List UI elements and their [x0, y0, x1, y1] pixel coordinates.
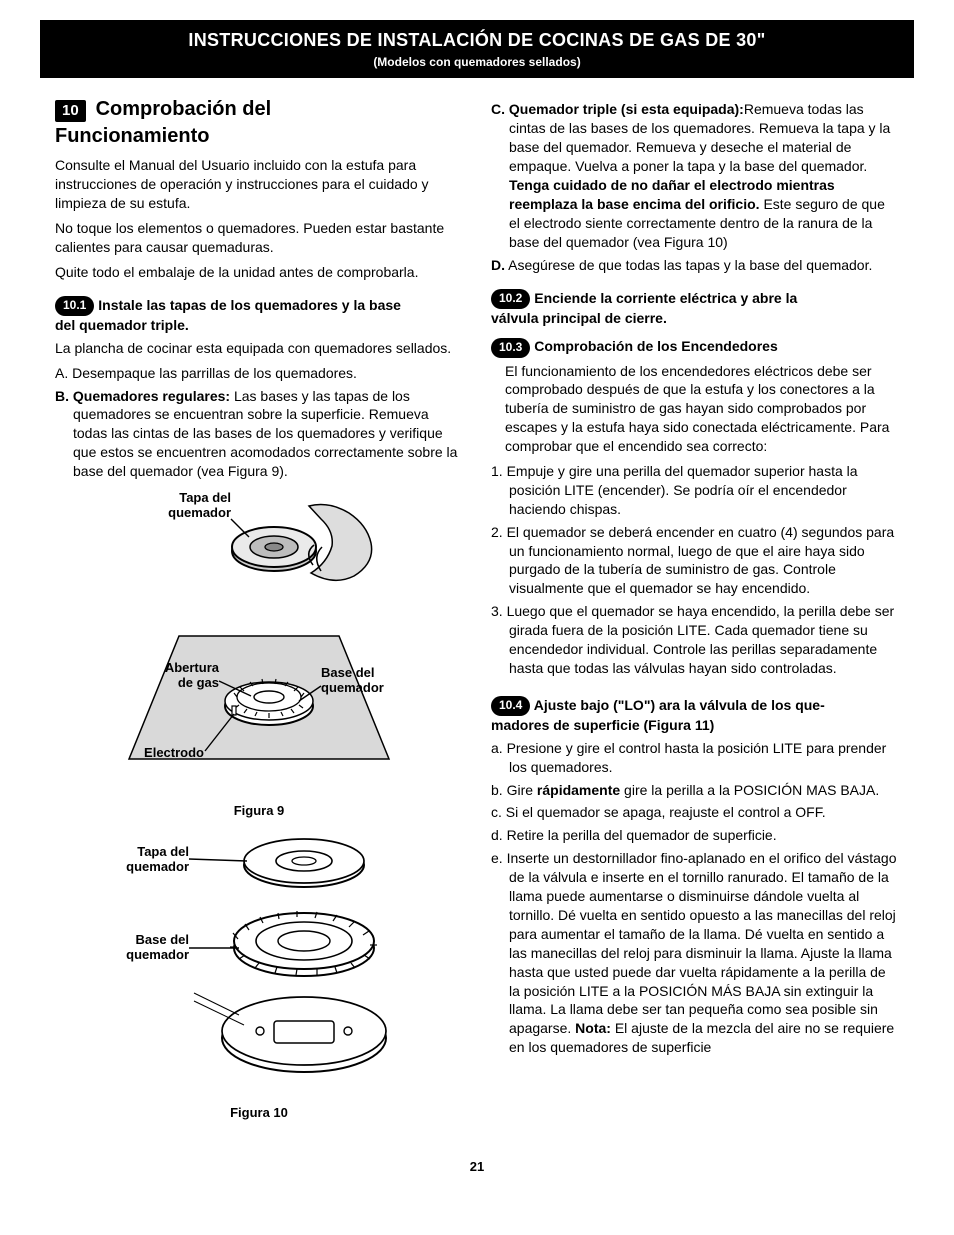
figure-9-wrap: Tapa del quemador Abertura de gas Base d… [55, 491, 463, 819]
figure-9-caption: Figura 9 [55, 802, 463, 820]
intro-p2: No toque los elementos o quemadores. Pue… [55, 219, 463, 257]
substep-10.3-title: Comprobación de los Encendedores [530, 338, 777, 354]
fig9-electrode-label: Electrodo [144, 745, 204, 760]
item-10.1-a-text: A. Desempaque las parrillas de los quema… [55, 365, 357, 381]
fig10-base-label-b: quemador [126, 947, 189, 962]
item-c: C. Quemador triple (si esta equipada):Re… [491, 100, 899, 251]
right-column: C. Quemador triple (si esta equipada):Re… [491, 96, 899, 1135]
substep-10.3-item2: 2. El quemador se deberá encender en cua… [491, 523, 899, 599]
item-c-label: C. Quemador triple (si esta equipada): [491, 101, 744, 117]
item-10.4-d: d. Retire la perilla del quemador de sup… [491, 826, 899, 845]
step-10-title-line1: Comprobación del [96, 98, 272, 120]
substep-10.1-heading: 10.1 Instale las tapas de los quemadores… [55, 296, 463, 335]
badge-10.3: 10.3 [491, 338, 530, 358]
fig9-gas-label-b: de gas [178, 675, 219, 690]
substep-10.2-heading: 10.2 Enciende la corriente eléctrica y a… [491, 289, 899, 328]
step-10-heading: 10 Comprobación del Funcionamiento [55, 96, 463, 150]
item-10.4-b: b. Gire rápidamente gire la perilla a la… [491, 781, 899, 800]
badge-10.4: 10.4 [491, 696, 530, 716]
item-d-label: D. [491, 257, 505, 273]
fig10-base-label-a: Base del [136, 932, 189, 947]
fig9-cap-label-a: Tapa del [179, 490, 231, 505]
substep-10.2-title-a: Enciende la corriente eléctrica y abre l… [530, 290, 797, 306]
two-column-layout: 10 Comprobación del Funcionamiento Consu… [0, 96, 954, 1135]
item-10.1-b: B. Quemadores regulares: Las bases y las… [55, 387, 463, 481]
fig9-gas-label-a: Abertura [165, 660, 219, 675]
intro-p1: Consulte el Manual del Usuario incluido … [55, 156, 463, 213]
fig9-base-label-a: Base del [321, 665, 374, 680]
item-10.4-b-post: gire la perilla a la POSICIÓN MAS BAJA. [620, 782, 879, 798]
figure-9: Tapa del quemador Abertura de gas Base d… [99, 491, 419, 791]
header-subtitle: (Modelos con quemadores sellados) [40, 54, 914, 70]
substep-10.3-heading: 10.3 Comprobación de los Encendedores [491, 337, 899, 357]
substep-10.1-p: La plancha de cocinar esta equipada con … [55, 339, 463, 358]
item-10.4-e: e. Inserte un destornillador fino-aplana… [491, 849, 899, 1057]
substep-10.3-item1: 1. Empuje y gire una perilla del quemado… [491, 462, 899, 519]
figure-10: Tapa del quemador Base del quemador [99, 833, 419, 1093]
item-10.4-b-bold: rápidamente [537, 782, 620, 798]
substep-10.4-heading: 10.4 Ajuste bajo ("LO") ara la válvula d… [491, 696, 899, 735]
badge-10.2: 10.2 [491, 289, 530, 309]
fig10-cap-label-a: Tapa del [137, 844, 189, 859]
figure-10-caption: Figura 10 [55, 1104, 463, 1122]
item-d-text: Asegúrese de que todas las tapas y la ba… [505, 257, 872, 273]
item-10.4-c: c. Si el quemador se apaga, reajuste el … [491, 803, 899, 822]
fig10-cap-label-b: quemador [126, 859, 189, 874]
substep-10.2-title-b: válvula principal de cierre. [491, 309, 899, 328]
substep-10.4-title-a: Ajuste bajo ("LO") ara la válvula de los… [530, 697, 824, 713]
page-number: 21 [0, 1158, 954, 1176]
substep-10.4-title-b: madores de superficie (Figura 11) [491, 716, 899, 735]
item-d: D. Asegúrese de que todas las tapas y la… [491, 256, 899, 275]
figure-10-wrap: Tapa del quemador Base del quemador [55, 833, 463, 1121]
substep-10.3-item3: 3. Luego que el quemador se haya encendi… [491, 602, 899, 678]
fig9-cap-label-b: quemador [168, 505, 231, 520]
substep-10.1-title-a: Instale las tapas de los quemadores y la… [94, 297, 401, 313]
step-10-badge: 10 [55, 100, 86, 122]
fig9-base-label-b: quemador [321, 680, 384, 695]
badge-10.1: 10.1 [55, 296, 94, 316]
header-bar: INSTRUCCIONES DE INSTALACIÓN DE COCINAS … [40, 20, 914, 78]
item-10.4-e-pre: e. Inserte un destornillador fino-aplana… [491, 850, 896, 1036]
item-10.1-a: A. Desempaque las parrillas de los quema… [55, 364, 463, 383]
item-10.4-e-note: Nota: [575, 1020, 611, 1036]
substep-10.1-title-b: del quemador triple. [55, 316, 463, 335]
item-10.4-a: a. Presione y gire el control hasta la p… [491, 739, 899, 777]
step-10-title-line2: Funcionamiento [55, 123, 463, 150]
header-title: INSTRUCCIONES DE INSTALACIÓN DE COCINAS … [40, 28, 914, 52]
left-column: 10 Comprobación del Funcionamiento Consu… [55, 96, 463, 1135]
intro-p3: Quite todo el embalaje de la unidad ante… [55, 263, 463, 282]
item-10.1-b-label: B. Quemadores regulares: [55, 388, 230, 404]
item-10.4-b-pre: b. Gire [491, 782, 537, 798]
substep-10.3-p: El funcionamiento de los encendedores el… [491, 362, 899, 456]
